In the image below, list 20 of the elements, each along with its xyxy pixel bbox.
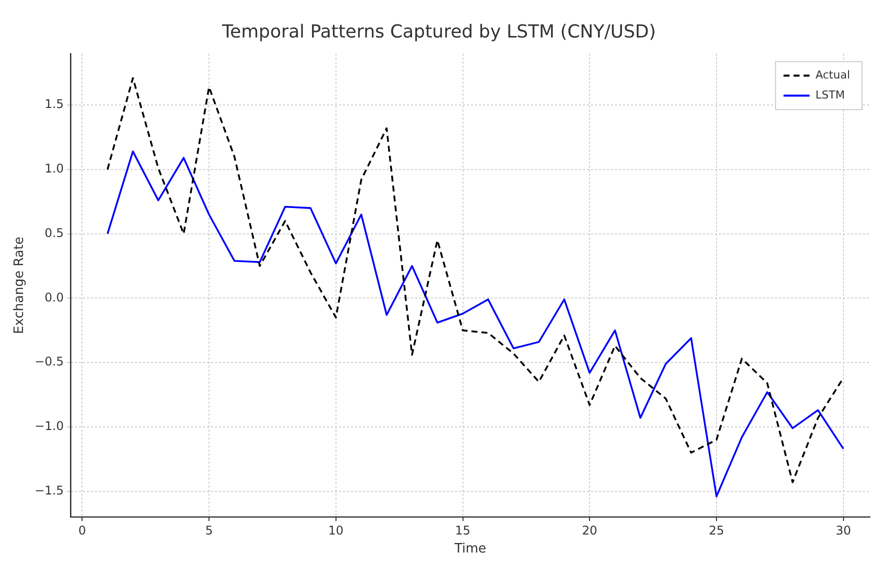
x-tick-label: 0	[78, 523, 86, 538]
legend-label: Actual	[816, 68, 850, 82]
x-tick-label: 30	[836, 523, 851, 538]
x-tick-label: 15	[455, 523, 470, 538]
line-series	[106, 77, 844, 484]
y-tick-label: 1.5	[44, 97, 64, 112]
x-tick-label: 10	[328, 523, 344, 538]
chart-title: Temporal Patterns Captured by LSTM (CNY/USD)	[221, 21, 656, 42]
legend-label: LSTM	[816, 88, 845, 102]
x-tick-label: 5	[205, 523, 213, 538]
y-tick-label: 0.5	[44, 226, 64, 240]
y-tick-label: −1.5	[34, 483, 64, 498]
x-axis-title: Time	[453, 542, 486, 557]
x-tick-label: 25	[708, 523, 724, 538]
y-tick-label: −1.0	[34, 419, 64, 434]
x-tick-label: 20	[582, 523, 598, 538]
y-tick-label: 1.0	[44, 162, 64, 176]
y-tick-label: 0.0	[44, 290, 64, 304]
y-tick-label: −0.5	[34, 354, 64, 369]
y-axis-title: Exchange Rate	[12, 236, 28, 334]
